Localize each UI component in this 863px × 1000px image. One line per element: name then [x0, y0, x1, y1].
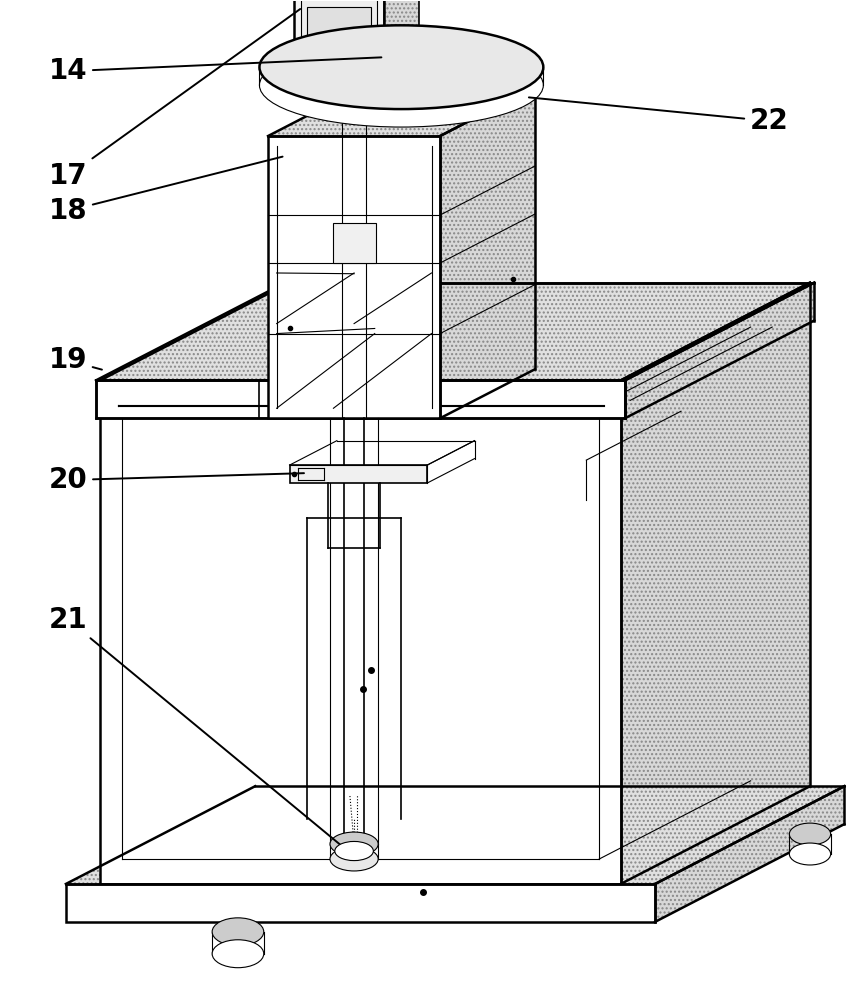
Polygon shape — [290, 441, 475, 465]
Polygon shape — [66, 786, 844, 884]
Text: 17: 17 — [48, 9, 300, 190]
Polygon shape — [427, 441, 475, 483]
Text: 16: 16 — [0, 999, 1, 1000]
Ellipse shape — [790, 843, 831, 865]
Bar — [300, 0, 377, 55]
Bar — [306, 7, 371, 47]
Text: 15: 15 — [0, 999, 1, 1000]
Polygon shape — [96, 283, 815, 380]
Bar — [66, 884, 655, 922]
Ellipse shape — [260, 25, 544, 109]
Ellipse shape — [335, 841, 374, 861]
Ellipse shape — [260, 43, 544, 127]
Bar — [100, 380, 620, 884]
Polygon shape — [268, 87, 535, 136]
Text: 22: 22 — [529, 97, 789, 135]
Ellipse shape — [212, 918, 264, 946]
Ellipse shape — [330, 832, 378, 856]
Text: 19: 19 — [48, 346, 102, 374]
Polygon shape — [440, 87, 535, 418]
Ellipse shape — [330, 847, 378, 871]
Bar — [290, 465, 427, 483]
Polygon shape — [620, 283, 810, 884]
Text: 21: 21 — [48, 606, 343, 847]
Text: 20: 20 — [48, 466, 304, 494]
Bar — [268, 136, 440, 418]
Polygon shape — [625, 283, 815, 418]
Polygon shape — [100, 283, 810, 380]
Polygon shape — [655, 786, 844, 922]
Ellipse shape — [212, 940, 264, 968]
Polygon shape — [384, 0, 419, 67]
Text: 23: 23 — [0, 999, 1, 1000]
Bar — [294, 0, 384, 67]
Bar — [96, 380, 625, 418]
Ellipse shape — [790, 823, 831, 845]
Text: 14: 14 — [48, 57, 381, 85]
Bar — [332, 223, 375, 263]
Text: 18: 18 — [48, 157, 282, 225]
